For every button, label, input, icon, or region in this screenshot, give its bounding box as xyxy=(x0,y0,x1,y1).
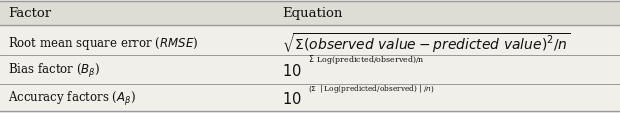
Text: $\sqrt{\Sigma(\mathit{observed\ value}-\mathit{predicted\ value})^{2}/n}$: $\sqrt{\Sigma(\mathit{observed\ value}-\… xyxy=(282,31,570,55)
Bar xyxy=(0,2,620,25)
Text: Equation: Equation xyxy=(282,7,342,20)
Text: Factor: Factor xyxy=(8,7,51,20)
Text: Accuracy factors ($\mathit{A_{\beta}}$): Accuracy factors ($\mathit{A_{\beta}}$) xyxy=(8,89,136,107)
Text: $10$: $10$ xyxy=(282,90,302,106)
Text: $(\Sigma\,$ | Log(predicted/observed) | $/n)$: $(\Sigma\,$ | Log(predicted/observed) | … xyxy=(308,83,435,95)
Text: Root mean square error ($\mathit{RMSE}$): Root mean square error ($\mathit{RMSE}$) xyxy=(8,34,198,51)
Text: $\Sigma\,$ Log(predicted/observed)/n: $\Sigma\,$ Log(predicted/observed)/n xyxy=(308,52,425,65)
Text: Bias factor ($\mathit{B_{\beta}}$): Bias factor ($\mathit{B_{\beta}}$) xyxy=(8,61,100,79)
Text: $10$: $10$ xyxy=(282,62,302,78)
